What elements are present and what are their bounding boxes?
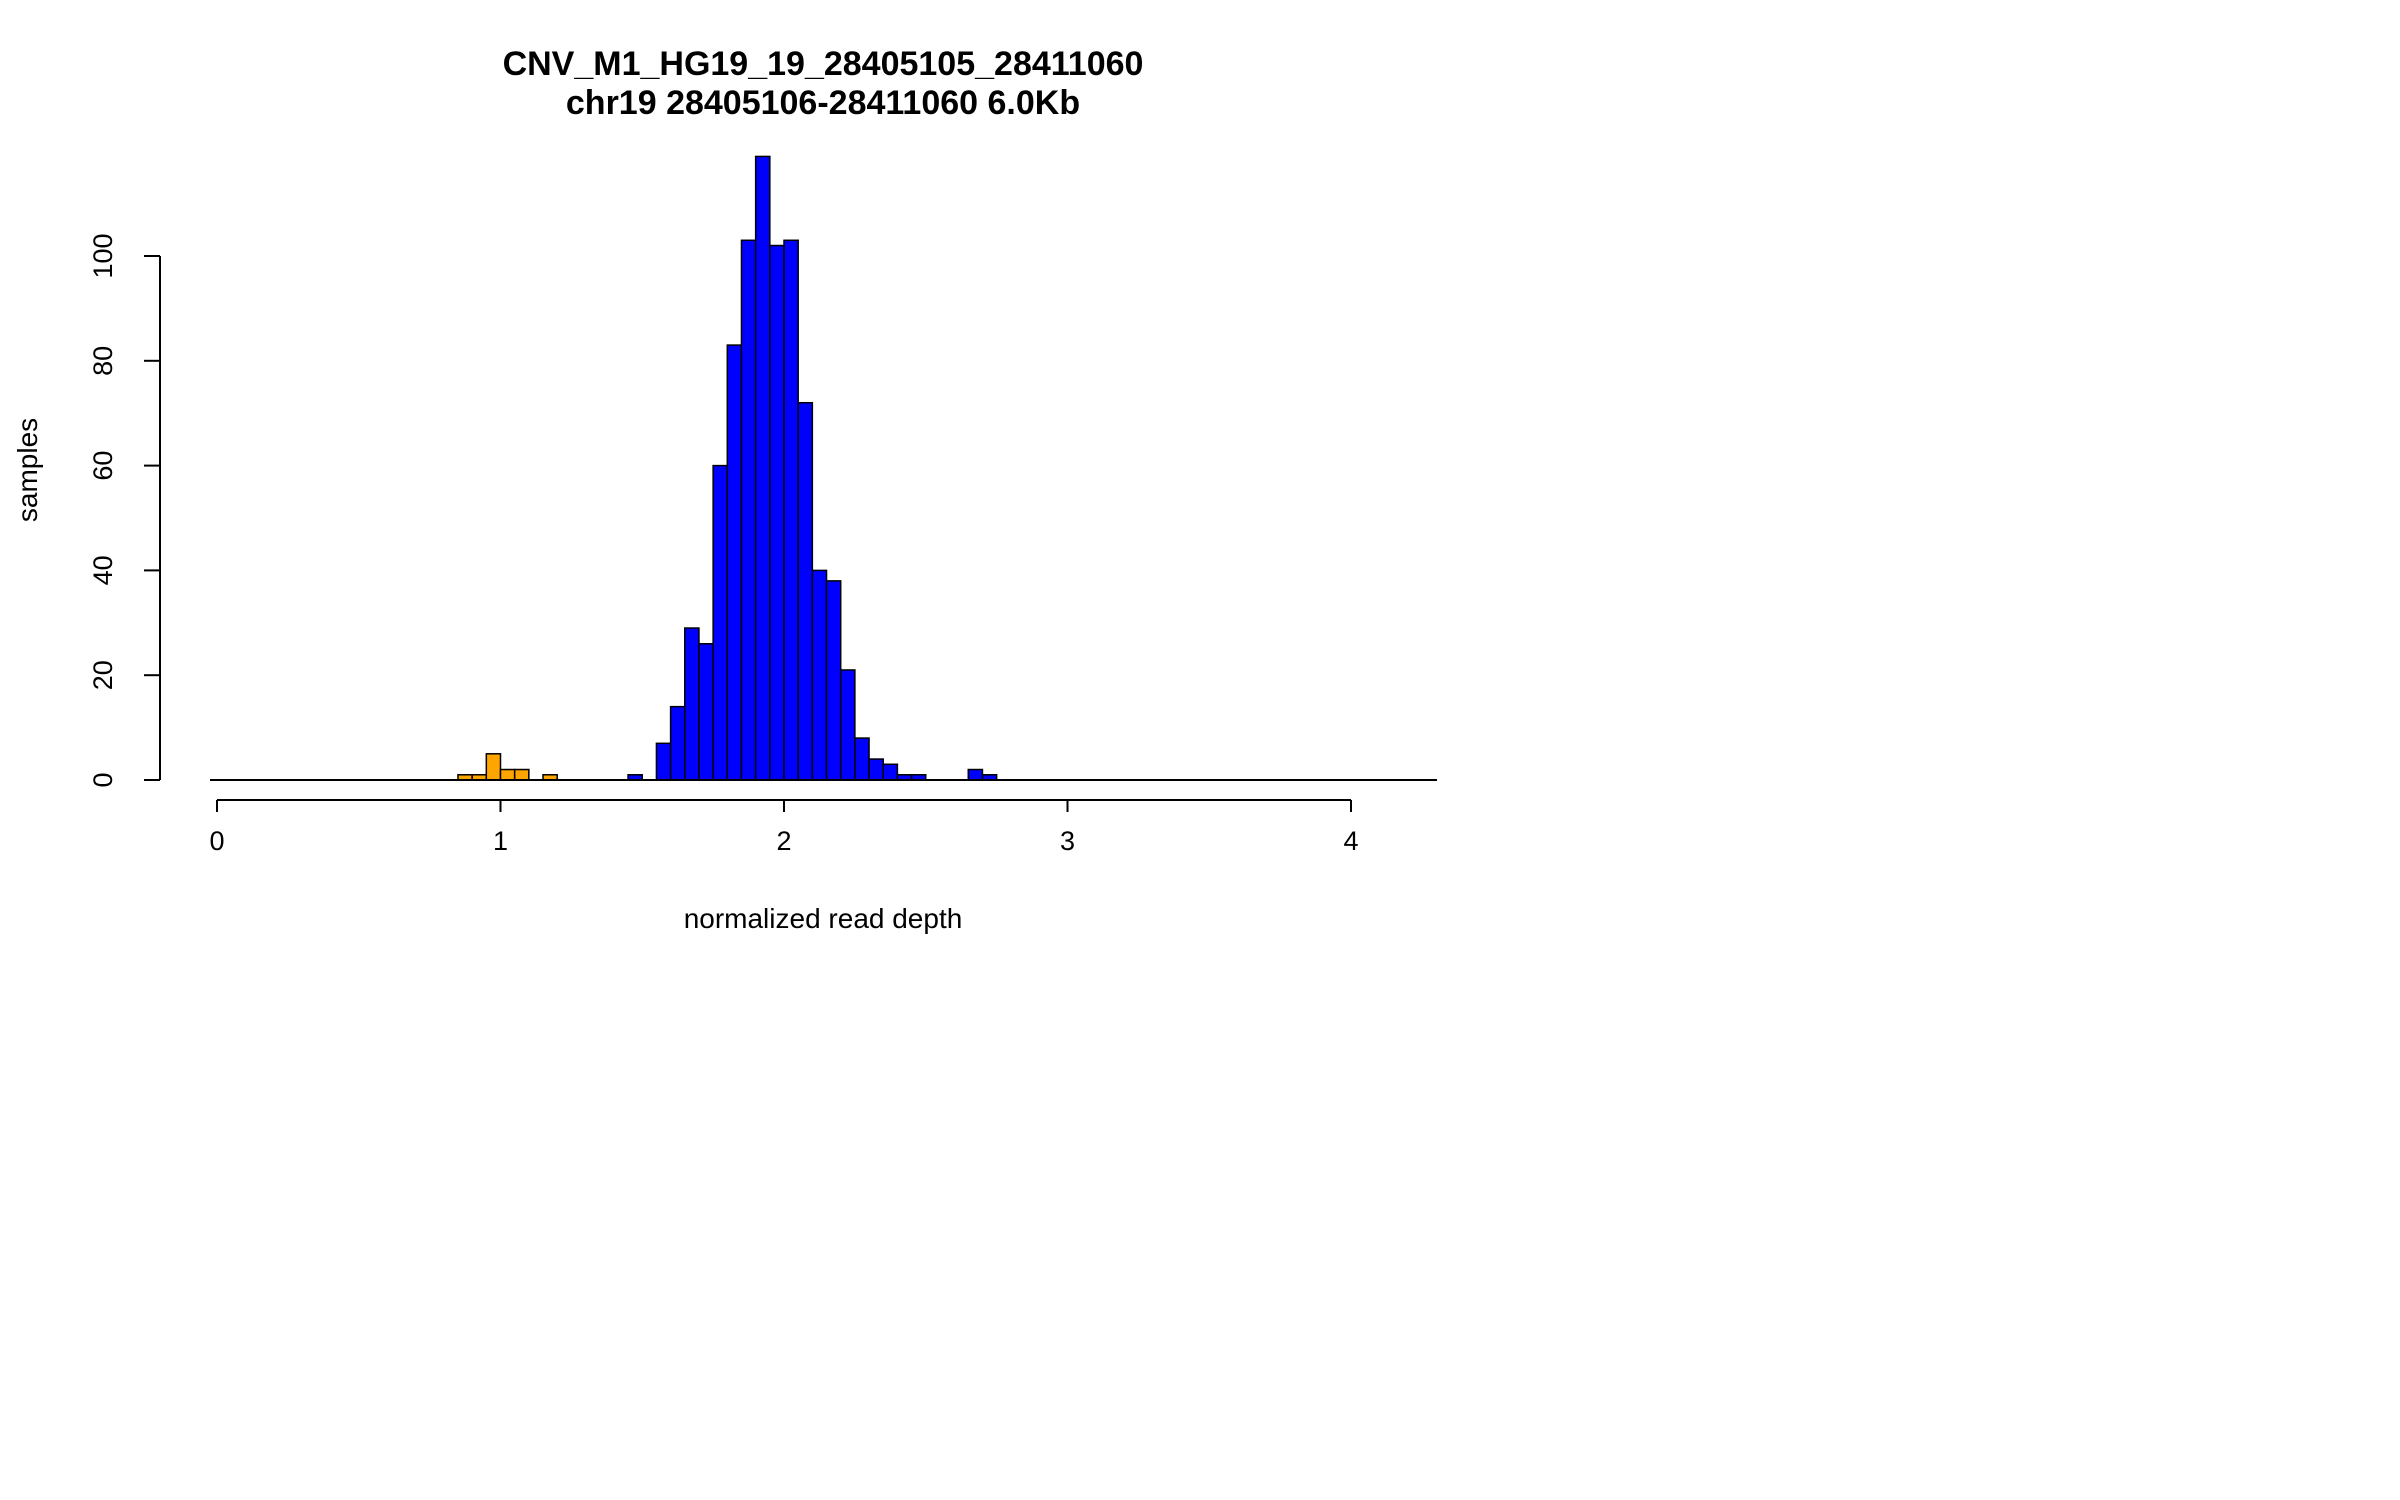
histogram-bar [740,239,757,781]
x-tick-label: 1 [493,826,508,856]
histogram-bar [669,705,686,781]
histogram-bar [513,768,530,781]
histogram-bar [854,737,870,781]
y-tick-label: 80 [88,346,118,376]
histogram-bar [769,244,785,781]
histogram-bar [882,763,899,781]
x-tick-label: 2 [776,826,791,856]
x-tick-label: 0 [209,826,224,856]
histogram-bar [698,643,714,781]
y-tick-label: 40 [88,555,118,585]
histogram-bar [754,155,771,781]
x-tick-label: 4 [1343,826,1358,856]
histogram-bar [712,464,729,781]
histogram-bar [811,569,828,781]
histogram-chart: CNV_M1_HG19_19_28405105_28411060 chr19 2… [12,45,1437,934]
chart-subtitle: chr19 28405106-28411060 6.0Kb [566,84,1080,122]
histogram-bar [967,768,984,781]
histogram-bar [485,753,502,781]
histogram-bar [783,239,799,781]
x-axis-label: normalized read depth [684,903,963,934]
histogram-bar [868,758,884,781]
histogram-bar [684,627,700,781]
y-axis: 0 20 40 60 80 100 [88,233,161,788]
y-tick-label: 100 [88,233,118,278]
histogram-bar [825,580,842,781]
y-tick-label: 20 [88,660,118,690]
histogram-bar [499,768,516,781]
y-axis-label: samples [12,418,43,522]
histogram-bar [726,344,743,781]
histogram-bar [839,669,856,781]
x-tick-label: 3 [1060,826,1075,856]
histogram-bars [457,155,998,781]
chart-title: CNV_M1_HG19_19_28405105_28411060 [503,45,1144,83]
histogram-bar [797,401,814,781]
y-tick-label: 0 [88,772,118,787]
x-axis: 0 1 2 3 4 [209,799,1359,856]
histogram-bar [655,742,672,781]
y-tick-label: 60 [88,451,118,481]
